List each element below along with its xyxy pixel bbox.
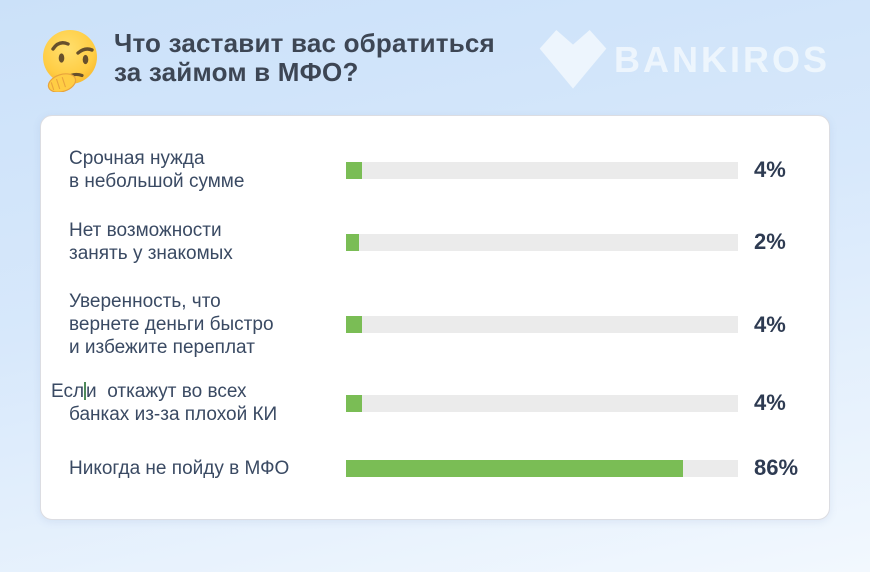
- bar-fill: [346, 233, 359, 251]
- bar-track: [346, 233, 738, 251]
- chart-title-line1: Что заставит вас обратиться: [114, 28, 495, 58]
- chart-card: Срочная нужда в небольшой сумме 4% Нет возм…: [40, 115, 830, 520]
- bar-track: [346, 459, 738, 477]
- bar-fill: [346, 316, 362, 333]
- text-cursor: [84, 382, 87, 400]
- value-label: 4%: [754, 157, 786, 182]
- thinking-face-emoji: [38, 24, 102, 93]
- bar-fill: [346, 161, 362, 179]
- bankiros-wordmark: BANKIROS: [613, 39, 830, 80]
- bar-track: [346, 394, 738, 412]
- category-label: Никогда не пойду в МФО: [69, 457, 290, 479]
- header: Что заставит вас обратиться за займом в М…: [38, 24, 495, 93]
- value-label: 86%: [754, 455, 799, 480]
- category-label: Уверенность, что вернете деньги быстро и и…: [69, 291, 274, 358]
- bar-track: [346, 316, 738, 333]
- chart-row: Никогда не пойду в МФО 86%: [69, 455, 801, 481]
- chart-row: Нет возможности занять у знакомых 2%: [69, 219, 801, 265]
- chart-row: Уверенность, что вернете деньги быстро и и…: [69, 290, 801, 359]
- bar-fill: [346, 394, 362, 412]
- bar-fill: [346, 459, 684, 477]
- chart-title: Что заставит вас обратиться за займом в М…: [114, 29, 495, 87]
- value-label: 4%: [754, 390, 786, 415]
- value-label: 2%: [754, 229, 786, 254]
- bankiros-heart-icon: [539, 30, 607, 89]
- bankiros-logo: BANKIROS: [539, 30, 830, 90]
- chart-row: Есл и откажут во всех банках из-за плохой …: [51, 380, 801, 426]
- category-label: Нет возможности занять у знакомых: [69, 220, 233, 264]
- value-label: 4%: [754, 311, 786, 337]
- category-label: Есл и откажут во всех банках из-за плохой …: [51, 381, 278, 425]
- bar-track: [346, 161, 738, 179]
- category-label: Срочная нужда в небольшой сумме: [69, 148, 245, 192]
- chart-rows: Срочная нужда в небольшой сумме 4% Нет возм…: [51, 147, 801, 481]
- chart-row: Срочная нужда в небольшой сумме 4%: [69, 147, 801, 193]
- chart-title-line2: за займом в МФО?: [114, 57, 359, 87]
